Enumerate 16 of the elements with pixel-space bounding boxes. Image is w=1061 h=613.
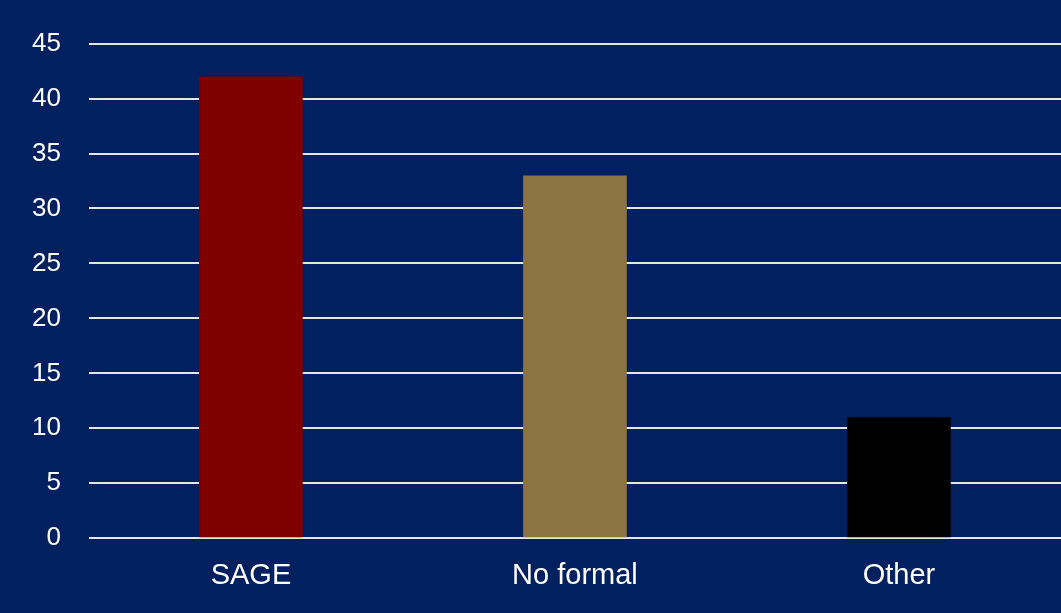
y-tick-label: 35 (32, 136, 61, 167)
y-tick-label: 30 (32, 191, 61, 222)
y-tick-label: 40 (32, 81, 61, 112)
bar (523, 175, 627, 538)
y-tick-label: 45 (32, 26, 61, 57)
bar (847, 417, 951, 538)
y-tick-label: 5 (46, 466, 61, 497)
bar (199, 76, 303, 538)
y-tick-label: 15 (32, 356, 61, 387)
y-tick-label: 25 (32, 246, 61, 277)
y-tick-label: 20 (32, 301, 61, 332)
y-tick-label: 10 (32, 411, 61, 442)
x-tick-label: Other (862, 557, 936, 590)
x-tick-label: SAGE (210, 557, 292, 590)
y-tick-label: 0 (46, 521, 61, 552)
x-tick-label: No formal (512, 557, 638, 590)
